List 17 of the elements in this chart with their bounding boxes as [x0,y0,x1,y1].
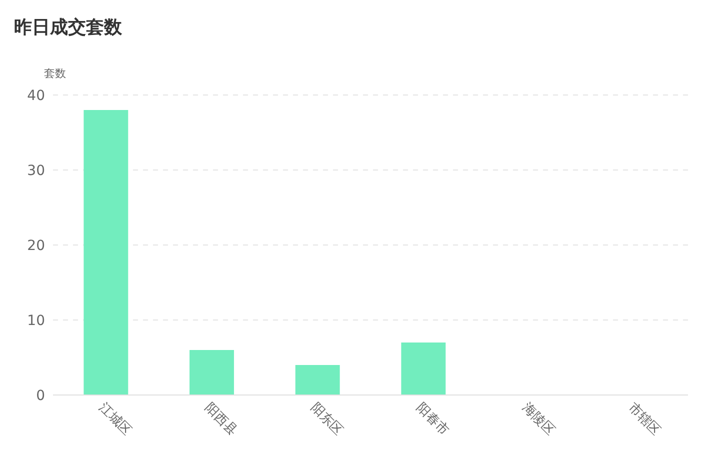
y-tick-label: 10 [27,312,45,329]
y-axis-title: 套数 [44,67,66,80]
x-tick-label: 市辖区 [625,400,664,439]
y-tick-label: 20 [27,238,45,254]
y-tick-label: 30 [27,162,45,179]
x-tick-label: 阳西县 [202,400,240,439]
x-tick-label: 江城区 [96,400,134,439]
bar [401,342,446,395]
chart-title: 昨日成交套数 [14,17,123,38]
bar [84,110,128,395]
bar [190,350,234,395]
y-tick-label: 40 [27,88,45,104]
bar [295,365,340,395]
x-tick-label: 海陵区 [519,400,558,439]
x-tick-label: 阳东区 [308,400,346,439]
x-tick-label: 阳春市 [413,400,452,439]
y-tick-label: 0 [36,388,45,404]
